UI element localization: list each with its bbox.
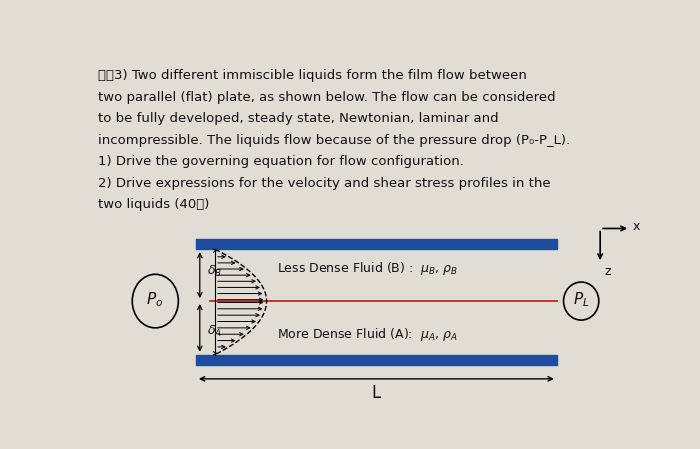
Text: two liquids (40점): two liquids (40점) <box>98 198 210 211</box>
Text: x: x <box>633 220 640 233</box>
Text: 맸제3) Two different immiscible liquids form the film flow between: 맸제3) Two different immiscible liquids fo… <box>98 70 527 83</box>
Text: z: z <box>605 265 611 278</box>
Text: $P_o$: $P_o$ <box>146 290 163 309</box>
Text: 2) Drive expressions for the velocity and shear stress profiles in the: 2) Drive expressions for the velocity an… <box>98 176 551 189</box>
Text: $\delta_A$: $\delta_A$ <box>207 324 222 339</box>
Text: to be fully developed, steady state, Newtonian, laminar and: to be fully developed, steady state, New… <box>98 112 499 125</box>
Text: $\delta_B$: $\delta_B$ <box>207 264 222 279</box>
Text: L: L <box>372 384 381 402</box>
Text: More Dense Fluid (A):  $\mu_A$, $\rho_A$: More Dense Fluid (A): $\mu_A$, $\rho_A$ <box>277 326 458 343</box>
Text: 1) Drive the governing equation for flow configuration.: 1) Drive the governing equation for flow… <box>98 155 464 168</box>
Text: Less Dense Fluid (B) :  $\mu_B$, $\rho_B$: Less Dense Fluid (B) : $\mu_B$, $\rho_B$ <box>277 260 458 277</box>
Text: incompressible. The liquids flow because of the pressure drop (P₀-P_L).: incompressible. The liquids flow because… <box>98 134 570 147</box>
Text: two parallel (flat) plate, as shown below. The flow can be considered: two parallel (flat) plate, as shown belo… <box>98 91 556 104</box>
Text: $P_L$: $P_L$ <box>573 290 589 309</box>
